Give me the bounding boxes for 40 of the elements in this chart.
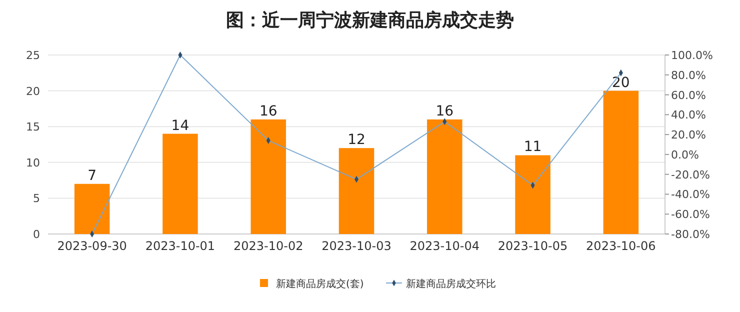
data-label: 16 bbox=[436, 103, 454, 120]
y-tick-label: 20 bbox=[26, 84, 40, 98]
bar bbox=[515, 155, 550, 234]
x-tick-label: 2023-10-03 bbox=[322, 239, 392, 253]
bar bbox=[74, 184, 110, 234]
chart-title: 图：近一周宁波新建商品房成交走势 bbox=[226, 10, 514, 31]
legend-label: 新建商品房成交(套) bbox=[276, 278, 364, 290]
y-tick-label: 10 bbox=[26, 156, 40, 170]
y2-tick-label: -20.0% bbox=[671, 168, 710, 182]
y2-tick-label: 80.0% bbox=[671, 68, 706, 82]
bar bbox=[338, 148, 374, 234]
x-tick-label: 2023-10-01 bbox=[145, 239, 216, 253]
y-tick-label: 5 bbox=[33, 192, 40, 206]
y-tick-label: 25 bbox=[26, 49, 40, 62]
bar bbox=[603, 90, 639, 234]
y-tick-label: 0 bbox=[33, 228, 40, 241]
x-tick-label: 2023-10-05 bbox=[498, 239, 568, 253]
data-label: 7 bbox=[88, 168, 97, 184]
data-label: 11 bbox=[524, 139, 542, 156]
x-tick-label: 2023-10-02 bbox=[233, 239, 304, 253]
data-label: 14 bbox=[171, 118, 190, 134]
y2-tick-label: -80.0% bbox=[671, 228, 710, 241]
data-label: 16 bbox=[259, 103, 278, 120]
y2-tick-label: -60.0% bbox=[671, 208, 710, 222]
y-tick-label: 15 bbox=[26, 120, 40, 134]
y2-tick-label: 40.0% bbox=[671, 108, 706, 122]
y2-tick-label: 0.0% bbox=[671, 148, 699, 162]
y2-tick-label: 100.0% bbox=[671, 49, 713, 62]
x-tick-label: 2023-09-30 bbox=[57, 239, 127, 253]
data-label: 12 bbox=[348, 132, 366, 148]
bar bbox=[427, 119, 462, 234]
bar bbox=[250, 119, 286, 234]
bar bbox=[162, 134, 198, 234]
legend-label: 新建商品房成交环比 bbox=[406, 278, 496, 290]
y2-tick-label: 60.0% bbox=[671, 88, 706, 102]
data-label: 20 bbox=[612, 74, 630, 91]
y2-tick-label: -40.0% bbox=[671, 188, 710, 202]
x-tick-label: 2023-10-06 bbox=[586, 239, 656, 253]
y2-tick-label: 20.0% bbox=[671, 128, 706, 142]
x-tick-label: 2023-10-04 bbox=[410, 239, 480, 253]
